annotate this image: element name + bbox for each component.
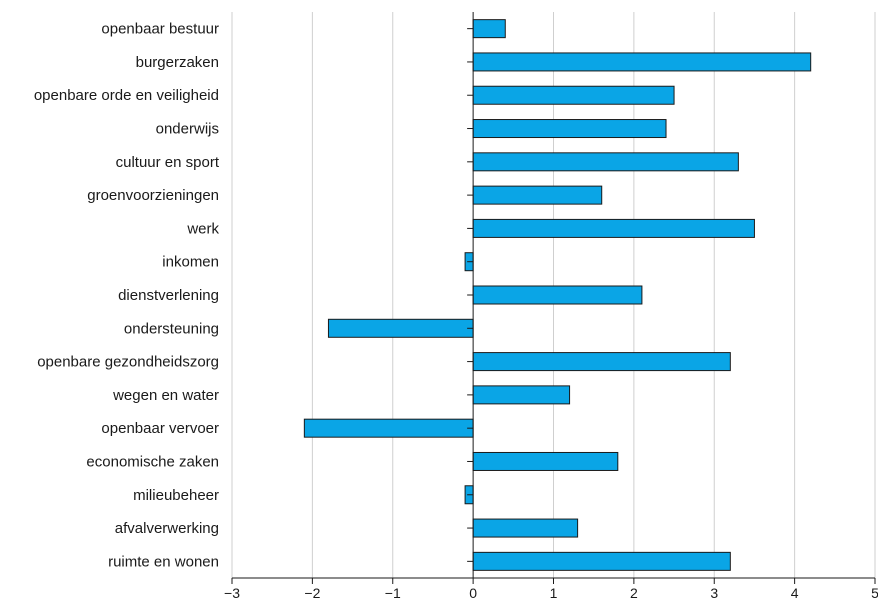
category-label: openbare gezondheidszorg: [37, 354, 219, 371]
bars: [303, 19, 812, 571]
bar-1: [472, 52, 812, 72]
bar-10: [472, 352, 731, 372]
x-tick-label: 2: [630, 585, 638, 601]
category-labels: openbaar bestuur burgerzaken openbare orde…: [34, 21, 220, 571]
category-label: openbare orde en veiligheid: [34, 87, 219, 104]
x-tick-label: 0: [469, 585, 477, 601]
x-tick-label: −2: [304, 585, 320, 601]
x-tick-label: −3: [224, 585, 240, 601]
bar-16: [472, 551, 731, 571]
bar-8: [472, 285, 643, 305]
category-label: inkomen: [162, 254, 219, 271]
category-label: openbaar vervoer: [101, 420, 219, 437]
bar-9: [327, 318, 474, 338]
bar-12: [303, 418, 474, 438]
category-label: ondersteuning: [124, 320, 219, 337]
bar-11: [472, 385, 571, 405]
category-label: ruimte en wonen: [108, 553, 219, 570]
category-label: burgerzaken: [136, 54, 219, 71]
category-label: cultuur en sport: [116, 154, 220, 171]
category-label: afvalverwerking: [115, 520, 219, 537]
bar-4: [472, 152, 739, 172]
x-tick-label: 5: [871, 585, 878, 601]
category-label: wegen en water: [112, 387, 219, 404]
x-tick-label: 1: [550, 585, 558, 601]
bar-13: [472, 451, 619, 471]
x-tick-labels: −3 −2 −1 0 1 2 3 4 5: [224, 585, 878, 601]
category-label: milieubeheer: [133, 487, 219, 504]
category-label: economische zaken: [86, 453, 219, 470]
category-label: dienstverlening: [118, 287, 219, 304]
bar-2: [472, 85, 675, 105]
bar-6: [472, 218, 755, 238]
x-tick-label: 4: [791, 585, 799, 601]
category-label: groenvoorzieningen: [87, 187, 219, 204]
category-label: onderwijs: [156, 121, 219, 138]
bar-5: [472, 185, 603, 205]
x-tick-label: −1: [385, 585, 401, 601]
category-label: werk: [186, 220, 219, 237]
category-label: openbaar bestuur: [101, 21, 219, 38]
bar-0: [472, 19, 506, 39]
axes: [231, 12, 876, 584]
x-tick-label: 3: [710, 585, 718, 601]
bar-15: [472, 518, 579, 538]
bar-3: [472, 119, 667, 139]
